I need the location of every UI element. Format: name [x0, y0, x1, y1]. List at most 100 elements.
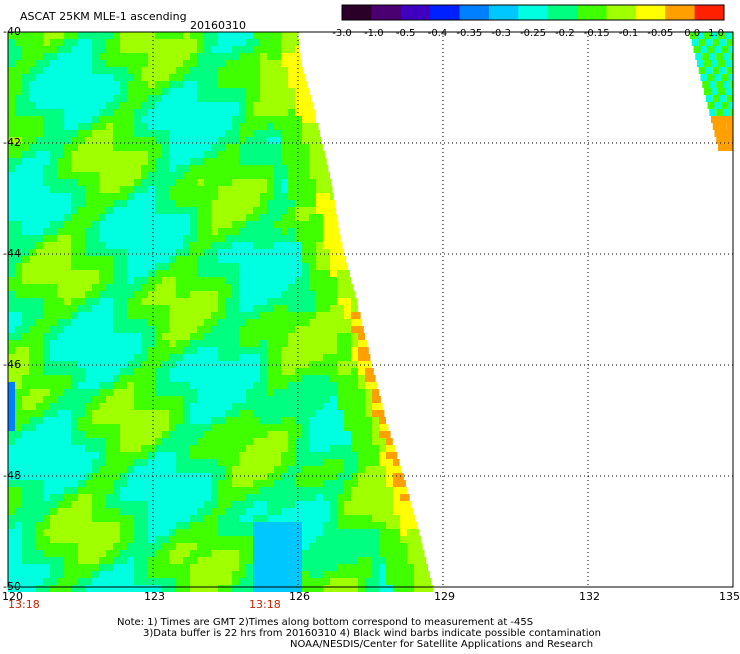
data-cell [225, 487, 232, 494]
data-cell [169, 158, 176, 165]
data-cell [260, 228, 267, 235]
data-cell [176, 529, 183, 536]
data-cell [36, 424, 43, 431]
data-cell [113, 165, 120, 172]
data-cell [50, 60, 57, 67]
data-cell [36, 284, 43, 291]
data-cell [176, 431, 183, 438]
data-cell [274, 235, 281, 242]
data-cell [43, 571, 50, 578]
data-cell [330, 326, 337, 333]
data-cell [407, 508, 414, 515]
data-cell [22, 221, 29, 228]
data-cell [176, 522, 183, 529]
data-cell [78, 200, 85, 207]
data-cell [155, 144, 162, 151]
data-cell [281, 487, 288, 494]
data-cell [309, 263, 316, 270]
data-cell [8, 116, 15, 123]
data-cell [43, 228, 50, 235]
data-cell [36, 508, 43, 515]
data-cell [64, 452, 71, 459]
data-cell [71, 536, 78, 543]
data-cell [134, 81, 141, 88]
data-cell [351, 529, 358, 536]
data-cell [400, 466, 402, 473]
data-cell [316, 536, 323, 543]
data-cell [400, 557, 407, 564]
data-cell [71, 543, 78, 550]
data-cell [218, 354, 225, 361]
data-cell [113, 200, 120, 207]
data-cell [351, 368, 358, 375]
data-cell [309, 326, 316, 333]
data-cell [106, 424, 113, 431]
colorbar-label: -0.5 [396, 28, 416, 39]
colorbar-swatch [342, 5, 372, 20]
data-cell [43, 501, 50, 508]
data-cell [372, 375, 376, 382]
data-cell [22, 298, 29, 305]
data-cell [253, 480, 260, 487]
data-cell [302, 515, 309, 522]
data-cell [239, 242, 246, 249]
time-label: 13:18 [249, 598, 281, 611]
data-cell [204, 158, 211, 165]
data-cell [43, 291, 50, 298]
data-cell [302, 326, 309, 333]
data-cell [197, 501, 204, 508]
data-cell [190, 291, 197, 298]
data-cell [211, 123, 218, 130]
data-cell [232, 480, 239, 487]
data-cell [50, 263, 57, 270]
data-cell [127, 109, 134, 116]
time-label: 13:18 [8, 598, 40, 611]
data-cell [190, 53, 197, 60]
data-cell [239, 137, 246, 144]
data-cell [204, 277, 211, 284]
data-cell [64, 326, 71, 333]
data-cell [204, 53, 211, 60]
data-cell [211, 214, 218, 221]
data-cell [190, 543, 197, 550]
data-cell [148, 550, 155, 557]
data-cell [127, 438, 134, 445]
data-cell [211, 151, 218, 158]
data-cell [323, 242, 330, 249]
data-cell [99, 361, 106, 368]
data-cell [323, 389, 330, 396]
data-cell [50, 347, 57, 354]
data-cell [211, 354, 218, 361]
data-cell [211, 81, 218, 88]
data-cell [267, 88, 274, 95]
data-cell [358, 361, 365, 368]
data-cell [43, 473, 50, 480]
data-cell [134, 326, 141, 333]
data-cell [57, 81, 64, 88]
data-cell [148, 515, 155, 522]
data-cell [148, 109, 155, 116]
data-cell [29, 305, 36, 312]
data-cell [36, 396, 43, 403]
data-cell [288, 452, 295, 459]
data-cell [330, 557, 337, 564]
data-cell [15, 179, 22, 186]
data-cell [127, 494, 134, 501]
data-cell [127, 354, 134, 361]
data-cell [288, 431, 295, 438]
data-cell [169, 165, 176, 172]
data-cell [78, 536, 85, 543]
data-cell [106, 291, 113, 298]
data-cell [218, 88, 225, 95]
data-cell [50, 389, 57, 396]
data-cell [50, 305, 57, 312]
data-cell [22, 403, 29, 410]
data-cell [267, 459, 274, 466]
data-cell [99, 263, 106, 270]
data-cell [358, 403, 365, 410]
data-cell [64, 564, 71, 571]
data-cell [99, 186, 106, 193]
data-cell [36, 543, 43, 550]
data-cell [351, 403, 358, 410]
data-cell [22, 312, 29, 319]
